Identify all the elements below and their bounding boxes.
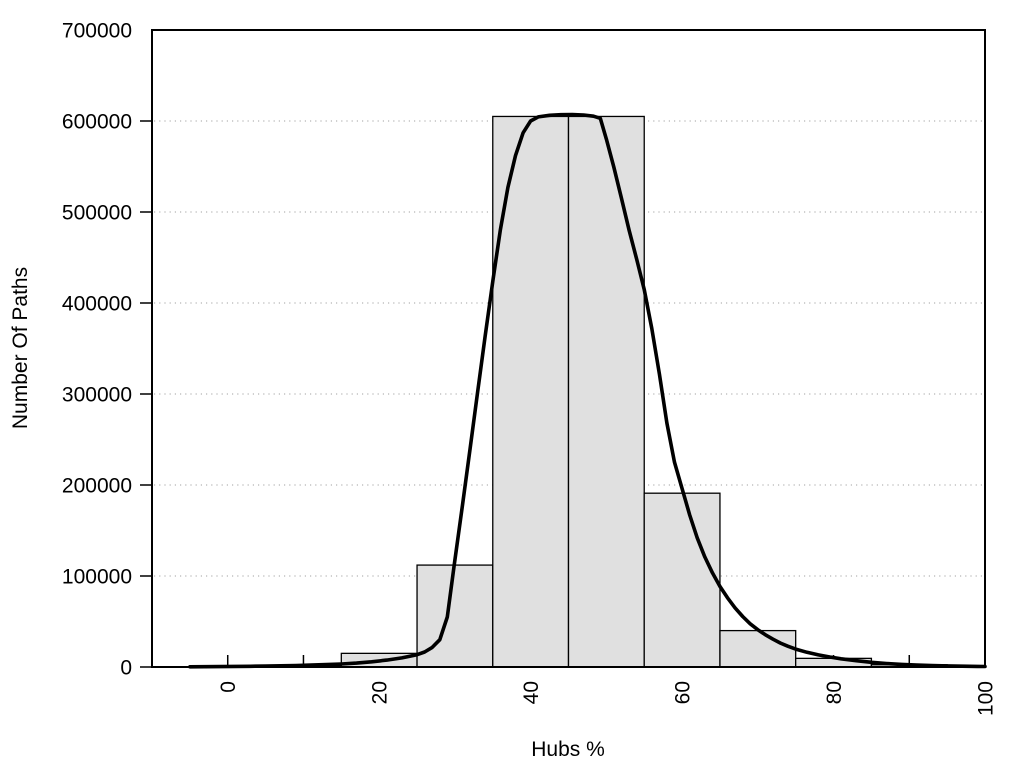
x-axis-title: Hubs % — [531, 738, 605, 761]
y-tick-label: 200000 — [62, 475, 132, 498]
y-tick-label: 700000 — [62, 20, 132, 43]
y-ticks — [140, 120, 151, 668]
x-tick-label: 80 — [823, 681, 846, 704]
density-curve — [188, 112, 987, 669]
histogram-bar — [719, 629, 797, 668]
y-tick-label: 600000 — [62, 111, 132, 134]
gridlines — [154, 120, 984, 577]
x-tick-labels: 0 20 40 60 80 100 — [217, 681, 997, 716]
x-tick-label: 20 — [369, 681, 392, 704]
histogram-bar — [567, 115, 645, 668]
y-tick-label: 100000 — [62, 566, 132, 589]
y-axis-title: Number Of Paths — [9, 266, 32, 430]
x-tick-label: 60 — [672, 681, 695, 704]
y-tick-label: 300000 — [62, 384, 132, 407]
histogram-bars — [264, 115, 948, 668]
x-tick-label: 0 — [217, 681, 240, 693]
y-tick-label: 400000 — [62, 293, 132, 316]
x-tick-label: 40 — [520, 681, 543, 704]
histogram-bar — [643, 492, 721, 668]
y-tick-label: 500000 — [62, 202, 132, 225]
plot-border — [151, 29, 986, 668]
x-tick-label: 100 — [975, 681, 998, 716]
y-tick-label: 0 — [120, 657, 132, 680]
y-tick-labels: 0 100000 200000 300000 400000 500000 600000 700… — [62, 20, 132, 680]
